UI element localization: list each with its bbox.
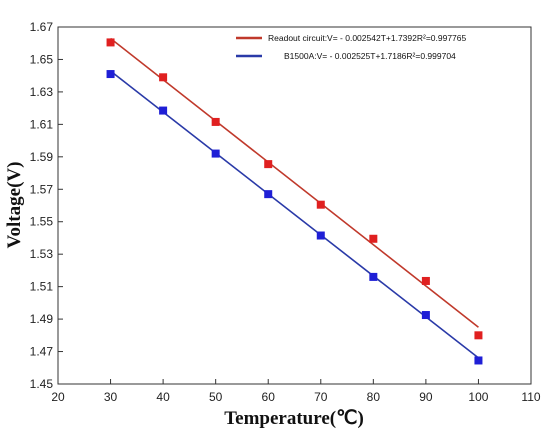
x-tick-label: 30 <box>104 390 118 404</box>
x-tick-label: 20 <box>51 390 65 404</box>
y-tick-label: 1.53 <box>30 247 54 261</box>
y-tick-label: 1.57 <box>30 182 54 196</box>
legend-label-1: B1500A:V= - 0.002525T+1.7186R²=0.999704 <box>284 51 456 61</box>
y-tick-label: 1.45 <box>30 377 54 391</box>
legend-label-0: Readout circuit:V= - 0.002542T+1.7392R²=… <box>268 33 467 43</box>
y-tick-label: 1.47 <box>30 345 54 359</box>
data-point-0-6 <box>421 276 430 285</box>
legend: Readout circuit:V= - 0.002542T+1.7392R²=… <box>236 33 467 61</box>
y-tick-label: 1.59 <box>30 150 54 164</box>
data-markers <box>106 38 483 365</box>
y-tick-label: 1.67 <box>30 20 54 34</box>
data-point-1-2 <box>211 149 220 158</box>
y-tick-label: 1.49 <box>30 312 54 326</box>
data-point-1-7 <box>474 356 483 365</box>
data-point-0-1 <box>159 73 168 82</box>
x-axis-title: Temperature(℃) <box>224 408 364 429</box>
y-tick-label: 1.61 <box>30 117 54 131</box>
data-point-1-0 <box>106 70 115 79</box>
data-point-0-5 <box>369 234 378 243</box>
x-axis-ticks: 20 30 40 50 60 70 80 90 100 110 <box>51 379 541 404</box>
y-axis-title: Voltage(V) <box>4 162 25 249</box>
data-point-1-1 <box>159 106 168 115</box>
x-tick-label: 80 <box>367 390 381 404</box>
data-point-0-4 <box>316 200 325 209</box>
data-point-0-3 <box>264 160 273 169</box>
plot-frame <box>57 26 532 385</box>
y-tick-label: 1.65 <box>30 52 54 66</box>
data-point-0-0 <box>106 38 115 47</box>
data-point-1-3 <box>264 190 273 199</box>
y-tick-label: 1.51 <box>30 280 54 294</box>
data-point-0-2 <box>211 117 220 126</box>
y-tick-label: 1.55 <box>30 215 54 229</box>
x-tick-label: 110 <box>521 390 540 404</box>
x-tick-label: 90 <box>419 390 433 404</box>
x-tick-label: 60 <box>262 390 276 404</box>
fit-line-0 <box>110 37 479 328</box>
x-tick-label: 40 <box>156 390 170 404</box>
fit-lines <box>110 37 479 359</box>
y-tick-label: 1.63 <box>30 85 54 99</box>
data-point-1-4 <box>316 231 325 240</box>
data-point-0-7 <box>474 331 483 340</box>
data-point-1-5 <box>369 272 378 281</box>
fit-line-1 <box>110 70 479 359</box>
x-tick-label: 70 <box>314 390 328 404</box>
x-tick-label: 50 <box>209 390 223 404</box>
x-tick-label: 100 <box>468 390 488 404</box>
data-point-1-6 <box>421 311 430 320</box>
y-axis-ticks: 1.45 1.47 1.49 1.51 1.53 1.55 1.57 1.59 1.61 1.63… <box>30 20 63 391</box>
